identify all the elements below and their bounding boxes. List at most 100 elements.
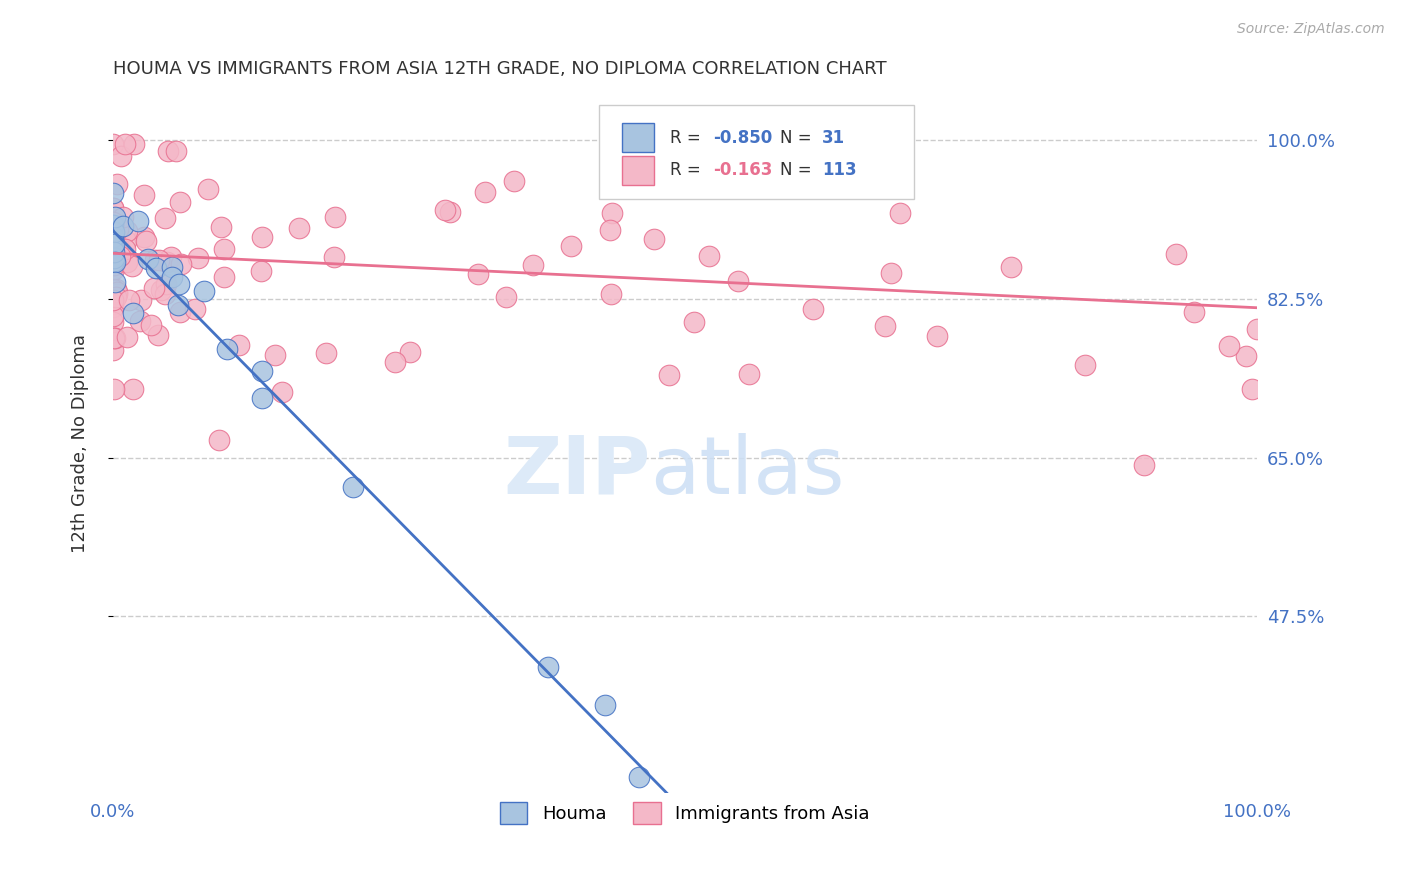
Point [143,253,166,268]
Point [101,293,124,307]
Text: R =: R = [671,128,706,147]
Point [145,261,167,276]
Point [114,242,136,256]
Point [600,206,623,220]
Point [187,252,209,266]
Point [114,234,136,248]
Point [738,367,761,381]
Point [323,211,346,225]
Point [217,343,239,357]
Point [250,392,273,406]
Point [105,178,128,192]
Point [560,239,582,253]
Point [502,174,524,188]
Text: 113: 113 [823,161,856,179]
Point [101,186,124,200]
Point [167,298,190,312]
Point [105,287,128,301]
Point [384,355,406,369]
Point [146,328,169,343]
Point [160,250,183,264]
Point [101,241,124,255]
Point [522,258,544,272]
Point [101,309,124,323]
Point [103,244,125,259]
Point [209,219,232,234]
Point [134,229,156,244]
Point [148,252,170,267]
Point [135,235,157,249]
Point [115,224,138,238]
Point [1074,359,1097,373]
Point [101,215,124,229]
Point [101,201,124,215]
Point [104,211,127,225]
Point [103,226,125,240]
Point [101,218,124,232]
Point [169,194,191,209]
Point [537,660,560,674]
Point [697,249,720,263]
Point [110,149,132,163]
Text: N =: N = [780,128,817,147]
Point [474,185,496,199]
Point [197,182,219,196]
Point [160,269,183,284]
Point [169,277,191,291]
Point [212,242,235,256]
Point [1164,247,1187,261]
Point [101,229,124,244]
FancyBboxPatch shape [621,156,654,186]
Legend: Houma, Immigrants from Asia: Houma, Immigrants from Asia [491,793,879,833]
Point [593,698,616,712]
Point [101,283,124,297]
Text: ZIP: ZIP [503,433,651,511]
Point [104,331,127,345]
Point [439,205,461,219]
Point [149,284,172,298]
Point [122,305,145,319]
Point [228,338,250,352]
Point [160,260,183,274]
Point [101,260,124,275]
Point [103,282,125,296]
Point [104,282,127,296]
FancyBboxPatch shape [621,123,654,153]
Point [136,252,159,266]
Point [103,261,125,276]
Point [184,302,207,317]
Point [101,343,124,358]
Text: 31: 31 [823,128,845,147]
Point [249,263,271,277]
Point [103,255,125,269]
Point [155,277,177,292]
Point [252,229,274,244]
Point [434,203,457,218]
Point [683,316,706,330]
Point [271,384,294,399]
FancyBboxPatch shape [599,105,914,199]
Point [101,201,124,215]
Point [170,257,193,271]
Point [322,250,344,264]
Point [889,206,911,220]
Text: Source: ZipAtlas.com: Source: ZipAtlas.com [1237,22,1385,37]
Point [1182,305,1205,319]
Point [212,269,235,284]
Point [925,329,948,343]
Point [117,255,139,269]
Point [103,258,125,272]
Point [628,770,651,784]
Point [122,383,145,397]
Text: R =: R = [671,161,706,179]
Point [143,281,166,295]
Point [111,219,134,234]
Point [288,220,311,235]
Point [118,293,141,308]
Point [128,314,150,328]
Point [101,297,124,311]
Point [132,188,155,202]
Text: -0.850: -0.850 [714,128,773,147]
Point [101,300,124,314]
Text: N =: N = [780,161,817,179]
